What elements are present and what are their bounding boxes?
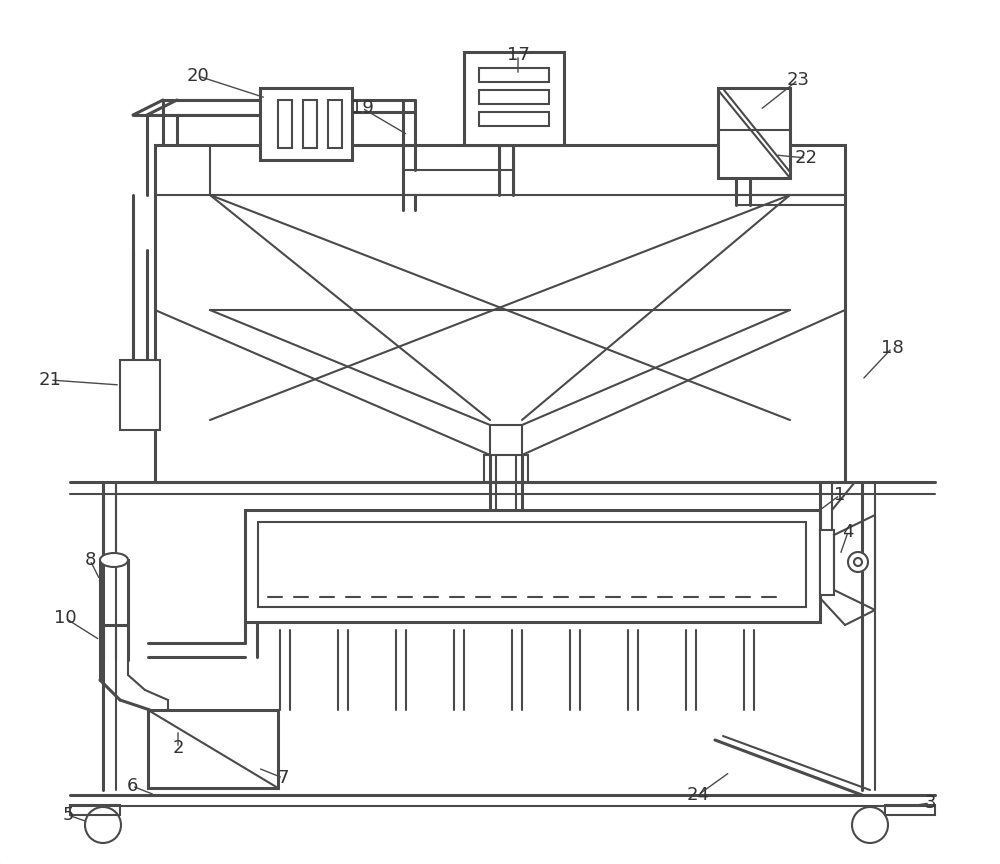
Bar <box>303 100 317 148</box>
Bar <box>245 510 820 622</box>
Bar <box>885 805 935 815</box>
Text: 1: 1 <box>834 486 846 504</box>
Circle shape <box>848 552 868 572</box>
Text: 24: 24 <box>686 786 710 804</box>
Bar <box>820 530 834 595</box>
Bar <box>120 360 160 430</box>
Bar <box>479 68 549 82</box>
Text: 23: 23 <box>786 71 810 89</box>
Text: 4: 4 <box>842 523 854 541</box>
Bar <box>260 88 352 160</box>
Text: 22: 22 <box>794 149 818 167</box>
Bar <box>278 100 292 148</box>
Bar <box>479 90 549 104</box>
Bar <box>328 100 342 148</box>
Text: 18: 18 <box>881 339 903 357</box>
Circle shape <box>854 558 862 566</box>
Bar <box>718 88 790 178</box>
Text: 21: 21 <box>39 371 61 389</box>
Text: 2: 2 <box>172 739 184 757</box>
Text: 3: 3 <box>924 794 936 812</box>
Ellipse shape <box>100 553 128 567</box>
Bar <box>464 52 564 145</box>
Text: 8: 8 <box>84 551 96 569</box>
Text: 17: 17 <box>507 46 529 64</box>
Bar <box>155 145 845 482</box>
Bar <box>479 112 549 126</box>
Bar <box>148 710 278 788</box>
Bar <box>484 455 528 482</box>
Text: 7: 7 <box>277 769 289 787</box>
Text: 19: 19 <box>351 99 373 117</box>
Text: 10: 10 <box>54 609 76 627</box>
Text: 20: 20 <box>187 67 209 85</box>
Bar <box>100 560 128 625</box>
Bar <box>70 805 120 815</box>
Text: 5: 5 <box>62 806 74 824</box>
Text: 6: 6 <box>126 777 138 795</box>
Bar <box>258 522 806 607</box>
